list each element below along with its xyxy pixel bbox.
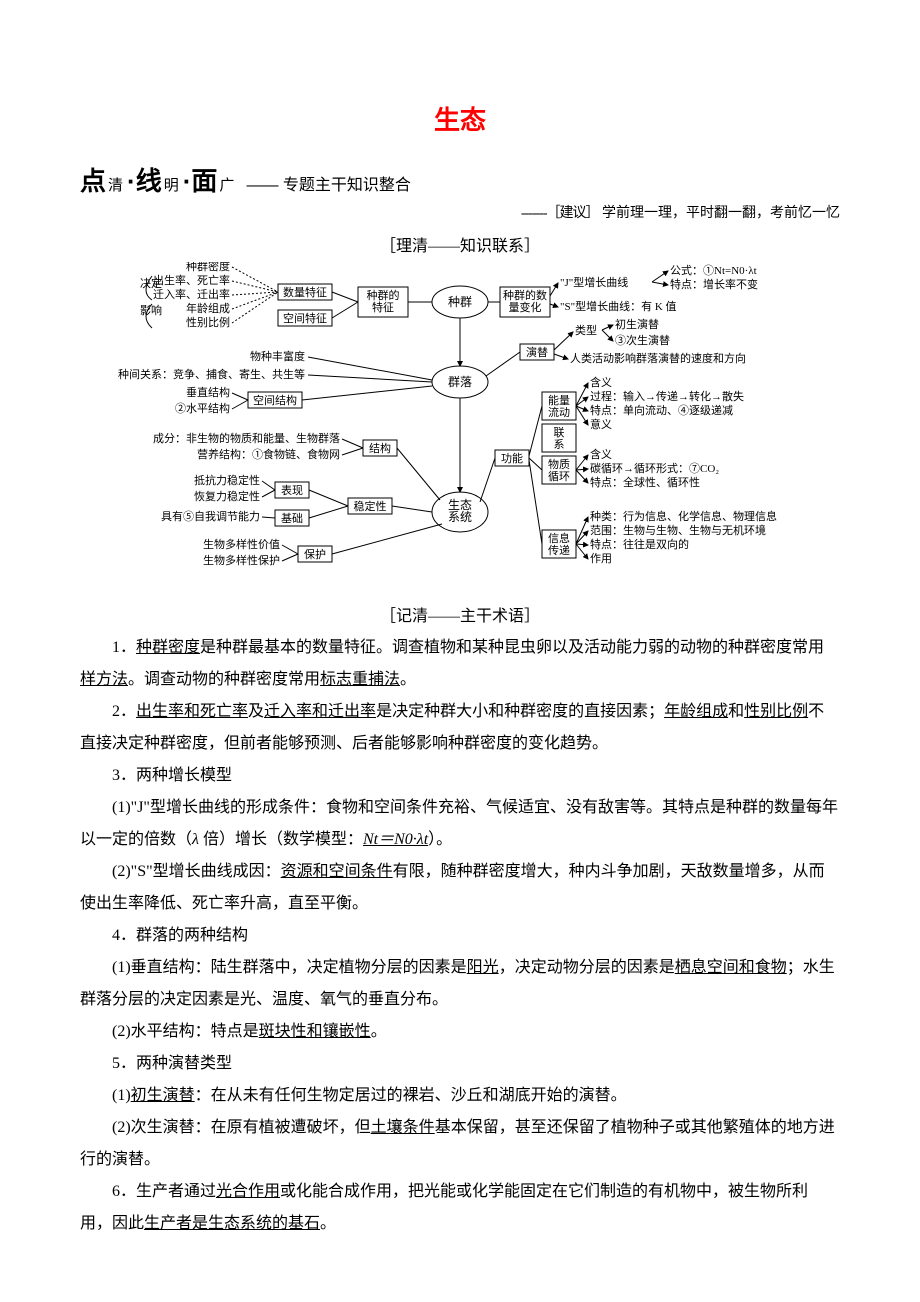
label-terms: ［记清——主干术语］ xyxy=(80,602,840,626)
r-type: 类型 xyxy=(575,323,597,337)
term-1: 1．种群密度是种群最基本的数量特征。调查植物和某种昆虫卵以及活动能力弱的动物的种… xyxy=(80,632,840,696)
term-3-2: (2)"S"型增长曲线成因：资源和空间条件有限，随种群密度增大，种内斗争加剧，天… xyxy=(80,856,840,920)
l-birth: 出生率、死亡率 xyxy=(153,273,230,287)
box-feat1: 种群的 xyxy=(367,288,400,302)
body-text: 1．种群密度是种群最基本的数量特征。调查植物和某种昆虫卵以及活动能力弱的动物的种… xyxy=(80,632,840,1240)
r-link1: 联 xyxy=(554,426,565,439)
head-p1-small: 清 xyxy=(108,174,123,195)
l-comp: 成分：非生物的物质和能量、生物群落 xyxy=(153,431,340,445)
l-sex: 性别比例 xyxy=(186,315,230,329)
head-p1-big: 点 xyxy=(80,161,106,198)
l-show: 表现 xyxy=(281,483,303,497)
r-J: "J"型增长曲线 xyxy=(560,275,628,289)
term-5-1: (1)初生演替：在从未有任何生物定居过的裸岩、沙丘和湖底开始的演替。 xyxy=(80,1080,840,1112)
box-space: 空间特征 xyxy=(283,311,327,325)
dot2: · xyxy=(183,166,192,197)
r-i4: 作用 xyxy=(590,552,612,565)
box-numchg1: 种群的数 xyxy=(503,288,547,302)
r-info1: 信息 xyxy=(548,531,570,545)
box-feat2: 特征 xyxy=(372,300,394,314)
r-info2: 传递 xyxy=(548,543,570,557)
r-m2: 碳循环→循环形式：⑦CO₂ xyxy=(590,461,719,475)
page: 生态 点 清 · 线 明 · 面 广 —— 专题主干知识整合 -------［建… xyxy=(0,0,920,1300)
r-i1: 种类：行为信息、化学信息、物理信息 xyxy=(590,509,777,523)
advice-prefix: -------［建议］ xyxy=(521,206,599,221)
concept-diagram: 种群 群落 生态 系统 种群的 特征 数量特征 空间特征 种群密度 出生率、死亡… xyxy=(80,262,840,592)
oval-population: 种群 xyxy=(448,295,472,309)
l-rich: 物种丰富度 xyxy=(250,349,305,363)
oval-community: 群落 xyxy=(448,375,472,389)
r-Jf: 公式：①Nt=N0·λt xyxy=(670,264,757,277)
term-3-1: (1)"J"型增长曲线的形成条件：食物和空间条件充裕、气候适宜、没有敌害等。其特… xyxy=(80,792,840,856)
l-baohu: 保护 xyxy=(304,547,326,561)
l-value: 生物多样性价值 xyxy=(203,537,280,551)
l-spstruct: 空间结构 xyxy=(253,393,297,407)
head-sub: —— 专题主干知识整合 xyxy=(246,171,410,195)
r-m3: 特点：全球性、循环性 xyxy=(590,475,700,489)
r-human: 人类活动影响群落演替的速度和方向 xyxy=(570,351,746,365)
l-mig: 迁入率、迁出率 xyxy=(153,287,230,301)
l-base: 基础 xyxy=(281,512,303,525)
r-matter1: 物质 xyxy=(548,457,570,471)
l-age: 年龄组成 xyxy=(186,301,230,315)
head-p3-small: 广 xyxy=(219,174,234,195)
l-resist: 抵抗力稳定性 xyxy=(194,473,260,487)
r-e3: 特点：单向流动、④逐级递减 xyxy=(590,403,733,417)
dot1: · xyxy=(127,166,136,197)
r-S: "S"型增长曲线：有 K 值 xyxy=(560,299,677,313)
r-e2: 过程：输入→传递→转化→散失 xyxy=(590,389,744,403)
diagram-svg: 种群 群落 生态 系统 种群的 特征 数量特征 空间特征 种群密度 出生率、死亡… xyxy=(80,262,840,592)
l-stable: 稳定性 xyxy=(354,499,387,513)
l-horiz: ②水平结构 xyxy=(175,401,230,415)
term-5: 5．两种演替类型 xyxy=(80,1048,840,1080)
r-e1: 含义 xyxy=(590,375,612,389)
l-self: 具有⑤自我调节能力 xyxy=(161,509,260,523)
l-recover: 恢复力稳定性 xyxy=(194,489,260,503)
page-title: 生态 xyxy=(80,100,840,137)
r-link2: 系 xyxy=(554,438,565,451)
term-4-2: (2)水平结构：特点是斑块性和镶嵌性。 xyxy=(80,1016,840,1048)
l-affect: 影响 xyxy=(140,304,162,317)
section-head: 点 清 · 线 明 · 面 广 —— 专题主干知识整合 xyxy=(80,161,840,198)
r-matter2: 循环 xyxy=(548,470,570,483)
term-5-2: (2)次生演替：在原有植被遭破坏，但土壤条件基本保留，甚至还保留了植物种子或其他… xyxy=(80,1112,840,1176)
l-vert: 垂直结构 xyxy=(186,385,230,399)
head-p3-big: 面 xyxy=(191,161,217,198)
box-num: 数量特征 xyxy=(283,285,327,299)
term-3: 3．两种增长模型 xyxy=(80,760,840,792)
r-primary: 初生演替 xyxy=(615,317,659,331)
r-e4: 意义 xyxy=(590,417,612,431)
r-i2: 范围：生物与生物、生物与无机环境 xyxy=(590,523,766,537)
r-energy1: 能量 xyxy=(548,393,570,407)
r-Jc: 特点：增长率不变 xyxy=(670,277,758,291)
l-nutri: 营养结构：①食物链、食物网 xyxy=(197,447,340,461)
term-4: 4．群落的两种结构 xyxy=(80,920,840,952)
advice-text: 学前理一理，平时翻一翻，考前忆一忆 xyxy=(602,206,840,221)
head-p2-small: 明 xyxy=(164,174,179,195)
term-4-1: (1)垂直结构：陆生群落中，决定植物分层的因素是阳光，决定动物分层的因素是栖息空… xyxy=(80,952,840,1016)
l-protect: 生物多样性保护 xyxy=(203,553,280,567)
l-struct: 结构 xyxy=(369,441,391,455)
r-func: 功能 xyxy=(501,451,523,465)
r-energy2: 流动 xyxy=(548,405,570,419)
r-i3: 特点：往往是双向的 xyxy=(590,537,689,551)
oval-eco2: 系统 xyxy=(448,510,472,524)
term-2: 2．出生率和死亡率及迁入率和迁出率是决定种群大小和种群密度的直接因素；年龄组成和… xyxy=(80,696,840,760)
advice-line: -------［建议］ 学前理一理，平时翻一翻，考前忆一忆 xyxy=(80,202,840,222)
label-relation: ［理清——知识联系］ xyxy=(80,232,840,256)
r-succ: 演替 xyxy=(526,345,548,359)
r-secondary: ③次生演替 xyxy=(615,333,670,347)
head-p2-big: 线 xyxy=(136,161,162,198)
term-6: 6．生产者通过光合作用或化能合成作用，把光能或化学能固定在它们制造的有机物中，被… xyxy=(80,1176,840,1240)
r-m1: 含义 xyxy=(590,447,612,461)
l-rel: 种间关系：竞争、捕食、寄生、共生等 xyxy=(118,367,305,381)
box-numchg2: 量变化 xyxy=(509,300,542,314)
l-density: 种群密度 xyxy=(186,262,230,273)
